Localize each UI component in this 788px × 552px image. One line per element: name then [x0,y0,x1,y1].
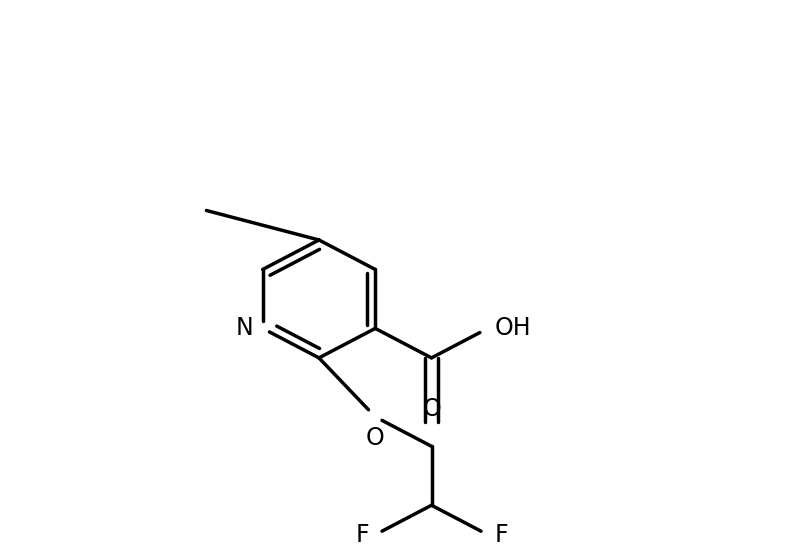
Text: F: F [355,523,369,546]
Text: OH: OH [494,316,531,341]
Text: N: N [236,316,253,341]
Text: O: O [422,396,441,421]
Text: F: F [494,523,507,546]
Text: O: O [366,427,385,450]
